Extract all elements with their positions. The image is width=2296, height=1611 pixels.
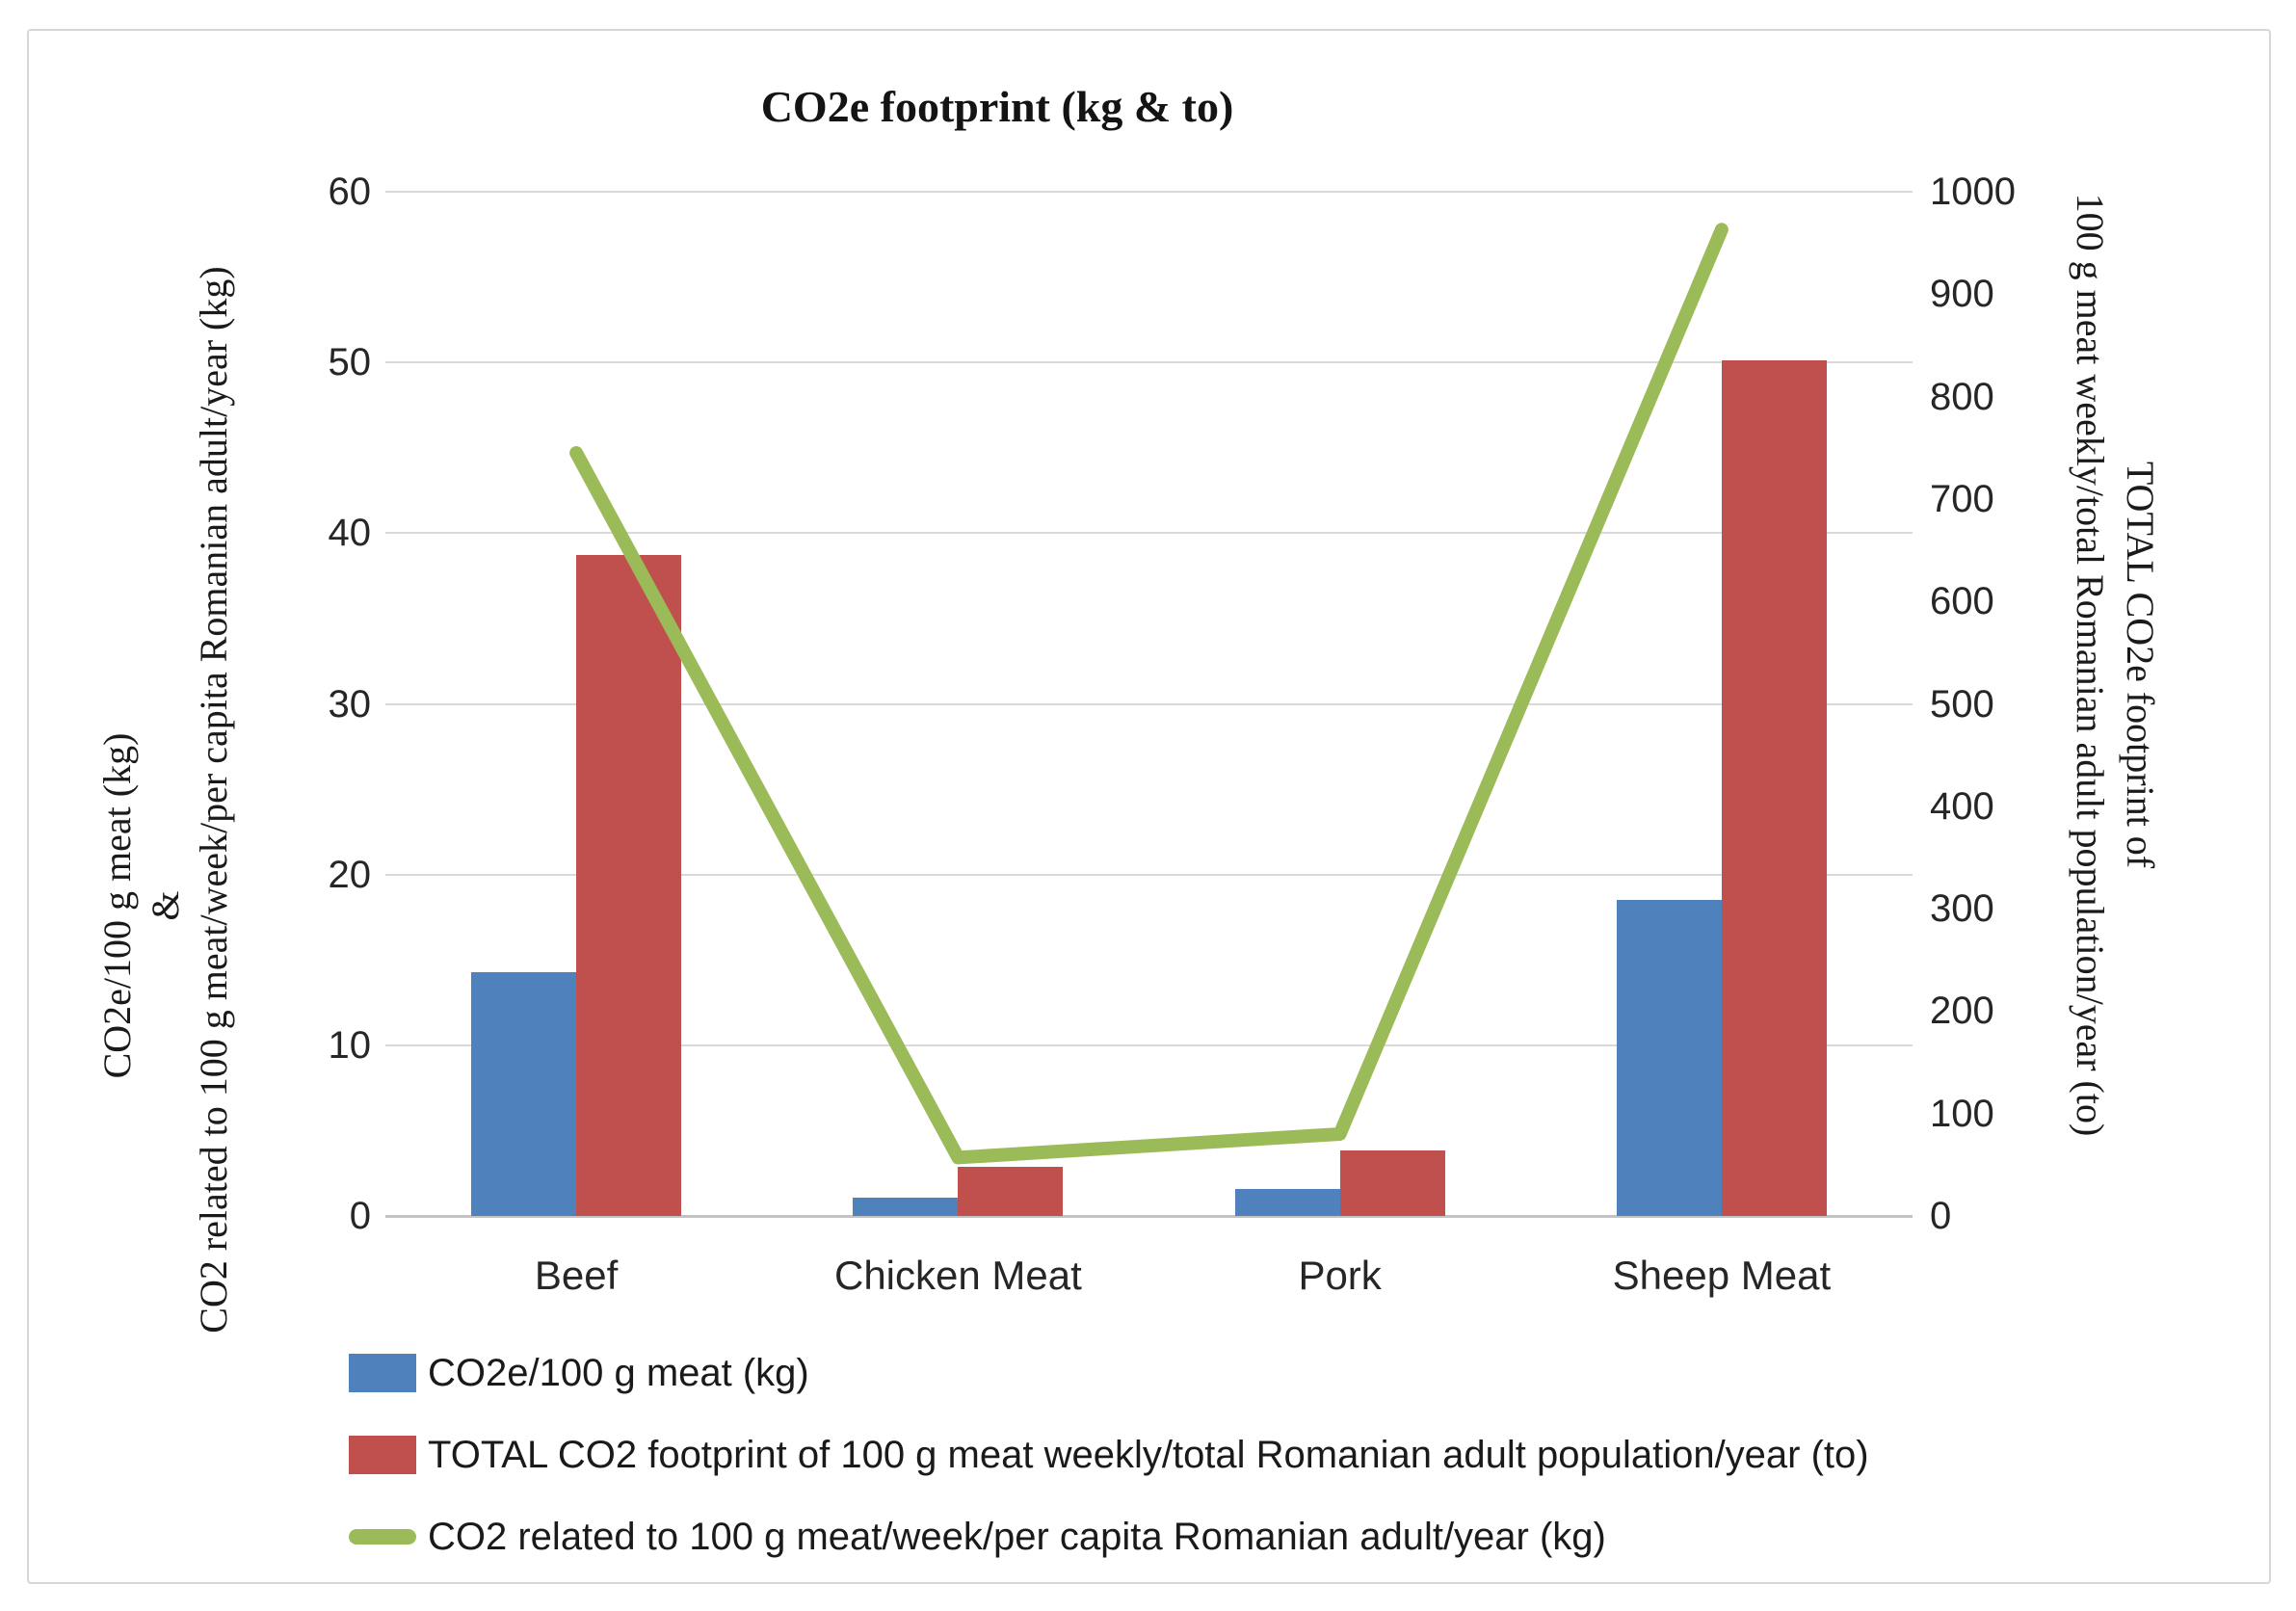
gridline (385, 361, 1913, 364)
right-axis-tick-label: 700 (1930, 477, 1994, 520)
right-axis-tick-label: 300 (1930, 887, 1994, 931)
right-axis-tick-label: 200 (1930, 990, 1994, 1033)
co2-line-series (569, 223, 1729, 1165)
bar-total-co2 (958, 1166, 1064, 1216)
legend-swatch-line (349, 1529, 416, 1545)
category-label: Pork (1298, 1253, 1382, 1298)
gridline (385, 1043, 1913, 1046)
legend-swatch-bar (349, 1354, 416, 1392)
left-axis-tick-label: 30 (328, 682, 372, 726)
left-axis-title-line1: CO2e/100 g meat (kg) (95, 732, 139, 1079)
gridline (385, 532, 1913, 535)
chart-title: CO2e footprint (kg & to) (760, 82, 1234, 131)
left-axis-tick-label: 0 (349, 1195, 371, 1237)
gridline (385, 873, 1913, 876)
right-axis-tick-label: 400 (1930, 784, 1994, 828)
left-axis-title-line2: & (144, 890, 187, 921)
legend-item: CO2e/100 g meat (kg) (349, 1345, 1869, 1401)
category-label: Sheep Meat (1612, 1253, 1832, 1298)
bar-co2e-per-100g (471, 971, 577, 1216)
right-axis-tick-label: 800 (1930, 375, 1994, 418)
bar-co2e-per-100g (853, 1197, 959, 1216)
legend: CO2e/100 g meat (kg) TOTAL CO2 footprint … (349, 1345, 1869, 1591)
gridline (385, 702, 1913, 705)
legend-label: CO2 related to 100 g meat/week/per capit… (428, 1515, 1606, 1558)
right-axis-tick-label: 600 (1930, 580, 1994, 623)
right-axis-tick-label: 100 (1930, 1092, 1994, 1135)
x-axis-line (385, 1215, 1913, 1218)
left-axis-tick-label: 60 (328, 171, 372, 213)
left-axis-tick-label: 20 (328, 853, 372, 896)
figure-border (27, 29, 2271, 1584)
gridline (385, 191, 1913, 193)
legend-item: TOTAL CO2 footprint of 100 g meat weekly… (349, 1427, 1869, 1483)
left-axis-title-line3: CO2 related to 100 g meat/week/per capit… (192, 266, 235, 1334)
bar-co2e-per-100g (1234, 1188, 1340, 1216)
legend-item: CO2 related to 100 g meat/week/per capit… (349, 1509, 1869, 1565)
category-label: Beef (534, 1253, 619, 1298)
bar-total-co2 (1339, 1149, 1445, 1216)
legend-swatch-bar (349, 1436, 416, 1474)
legend-label: TOTAL CO2 footprint of 100 g meat weekly… (428, 1433, 1869, 1476)
plot-area (385, 191, 1913, 1218)
bar-total-co2 (576, 555, 682, 1216)
legend-label: CO2e/100 g meat (kg) (428, 1351, 809, 1394)
bar-co2e-per-100g (1616, 900, 1722, 1216)
bar-total-co2 (1721, 360, 1827, 1216)
category-label: Chicken Meat (833, 1253, 1082, 1298)
right-axis-title-line2: 100 g meat weekly/total Romanian adult p… (2069, 193, 2112, 1137)
right-axis-tick-label: 1000 (1930, 171, 2016, 213)
left-axis-tick-label: 10 (328, 1023, 372, 1067)
right-axis-tick-label: 500 (1930, 682, 1994, 726)
left-axis-tick-label: 40 (328, 512, 372, 555)
right-axis-tick-label: 900 (1930, 273, 1994, 316)
left-axis-tick-label: 50 (328, 341, 372, 384)
right-axis-tick-label: 0 (1930, 1195, 1952, 1237)
co2-line (569, 223, 1729, 1165)
right-axis-title-line1: TOTAL CO2e footprint of (2119, 461, 2162, 869)
